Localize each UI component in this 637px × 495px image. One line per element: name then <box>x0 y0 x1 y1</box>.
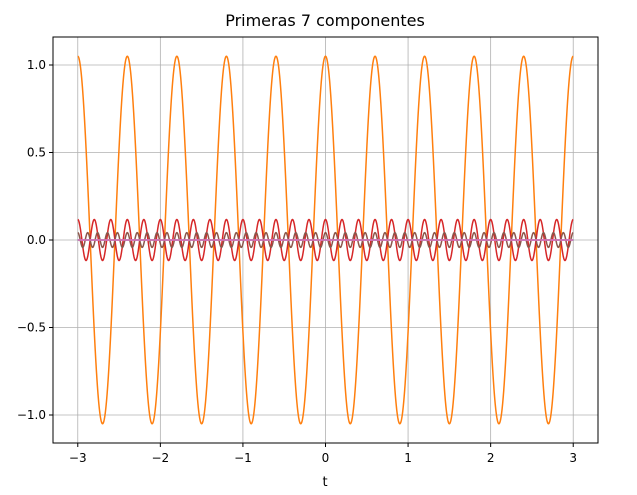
x-tick-label: 0 <box>322 451 330 465</box>
y-tick-label: 0.5 <box>27 146 46 160</box>
axis-ticks: −3 −2 −1 0 1 2 3 −1.0 −0.5 0.0 0.5 1.0 <box>17 58 577 465</box>
x-tick-label: 3 <box>569 451 577 465</box>
y-tick-label: 0.0 <box>27 233 46 247</box>
plot-lines <box>77 55 574 425</box>
y-tick-label: −0.5 <box>17 321 46 335</box>
x-tick-label: 2 <box>487 451 495 465</box>
series-line-4 <box>77 218 574 262</box>
x-tick-label: −2 <box>151 451 169 465</box>
y-tick-label: 1.0 <box>27 58 46 72</box>
x-tick-label: −3 <box>69 451 87 465</box>
series-line-6 <box>77 231 574 249</box>
x-axis-label: t <box>322 475 327 490</box>
x-tick-label: 1 <box>404 451 412 465</box>
y-tick-label: −1.0 <box>17 408 46 422</box>
x-tick-label: −1 <box>234 451 252 465</box>
chart-title: Primeras 7 componentes <box>225 11 425 30</box>
series-line-2 <box>77 55 574 425</box>
